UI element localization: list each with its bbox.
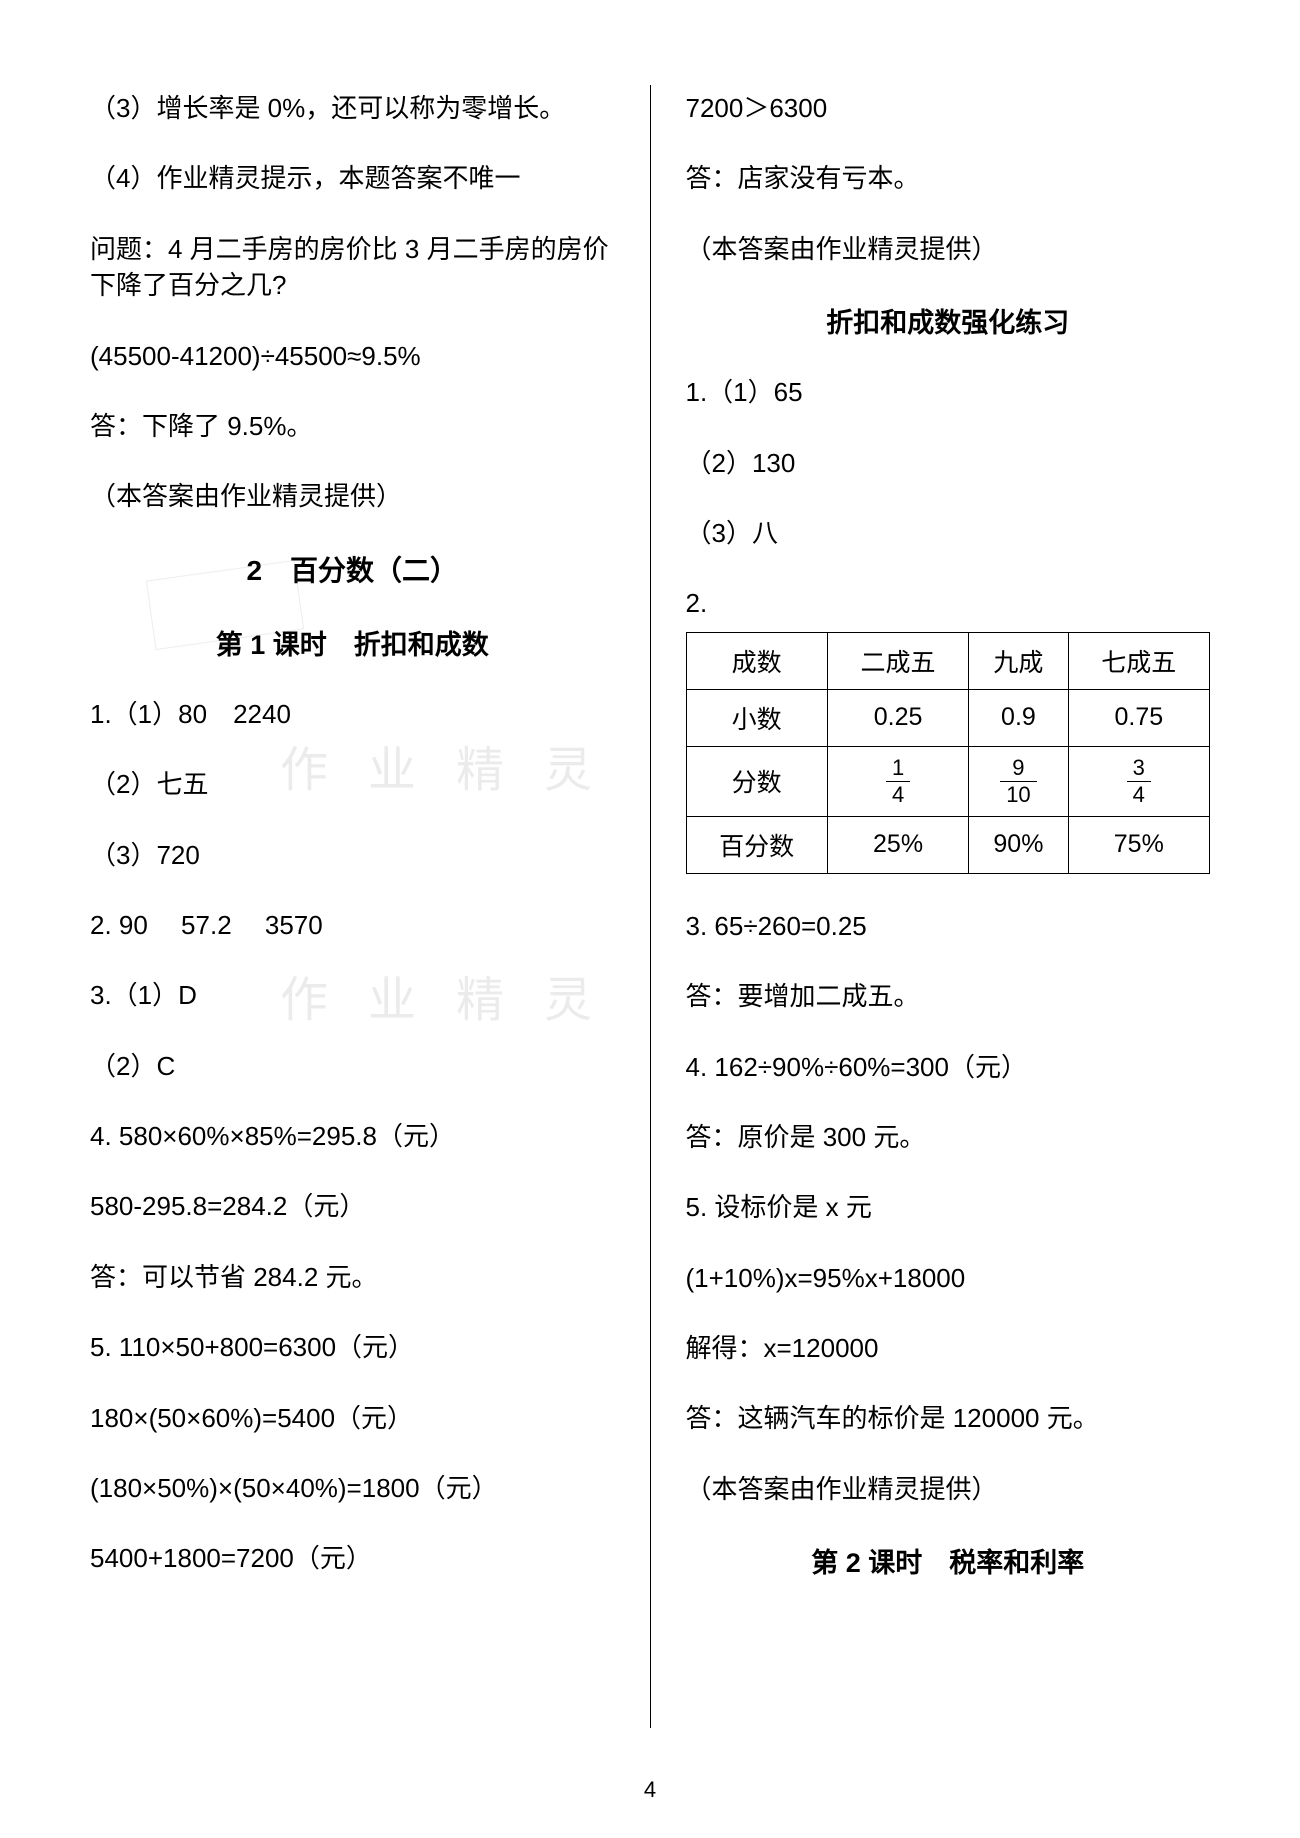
text-line: 7200＞6300 bbox=[686, 90, 1211, 126]
table-cell: 0.9 bbox=[969, 689, 1068, 746]
table-row: 小数 0.25 0.9 0.75 bbox=[686, 689, 1210, 746]
text-line: （2）130 bbox=[686, 445, 1211, 481]
subsection-heading: 第 1 课时 折扣和成数 bbox=[90, 623, 615, 662]
text-line: 答：要增加二成五。 bbox=[686, 978, 1211, 1014]
text-line: 5400+1800=7200（元） bbox=[90, 1540, 615, 1576]
text-line: （2）七五 bbox=[90, 766, 615, 802]
table-cell: 910 bbox=[969, 746, 1068, 816]
text-line: 4. 580×60%×85%=295.8（元） bbox=[90, 1118, 615, 1154]
text-line: (1+10%)x=95%x+18000 bbox=[686, 1260, 1211, 1296]
table-cell: 二成五 bbox=[827, 632, 968, 689]
text-line: 答：可以节省 284.2 元。 bbox=[90, 1259, 615, 1295]
text-line: 580-295.8=284.2（元） bbox=[90, 1188, 615, 1224]
table-cell: 分数 bbox=[686, 746, 827, 816]
subsection-heading: 折扣和成数强化练习 bbox=[686, 301, 1211, 340]
text-line: 解得：x=120000 bbox=[686, 1330, 1211, 1366]
text-line: （3）增长率是 0%，还可以称为零增长。 bbox=[90, 90, 615, 126]
page-number: 4 bbox=[0, 1777, 1300, 1803]
table-cell: 成数 bbox=[686, 632, 827, 689]
text-line: 4. 162÷90%÷60%=300（元） bbox=[686, 1049, 1211, 1085]
table-cell: 25% bbox=[827, 816, 968, 873]
text-line: 问题：4 月二手房的房价比 3 月二手房的房价下降了百分之几? bbox=[90, 231, 615, 304]
conversion-table: 成数 二成五 九成 七成五 小数 0.25 0.9 0.75 分数 14 910… bbox=[686, 632, 1211, 874]
text-line: 1.（1）65 bbox=[686, 374, 1211, 410]
text-line: （本答案由作业精灵提供） bbox=[90, 478, 615, 514]
text-line: 3.（1）D bbox=[90, 977, 615, 1013]
right-column: 7200＞6300 答：店家没有亏本。 （本答案由作业精灵提供） 折扣和成数强化… bbox=[651, 90, 1211, 1728]
text-line: 2. 90 57.2 3570 bbox=[90, 907, 615, 943]
text-line: （3）八 bbox=[686, 515, 1211, 551]
text-line: 1.（1）80 2240 bbox=[90, 696, 615, 732]
text-line: （3）720 bbox=[90, 837, 615, 873]
left-column: （3）增长率是 0%，还可以称为零增长。 （4）作业精灵提示，本题答案不唯一 问… bbox=[90, 90, 650, 1728]
table-cell: 九成 bbox=[969, 632, 1068, 689]
section-heading: 2 百分数（二） bbox=[90, 549, 615, 589]
table-cell: 0.75 bbox=[1068, 689, 1209, 746]
table-cell: 34 bbox=[1068, 746, 1209, 816]
text-line: （本答案由作业精灵提供） bbox=[686, 1471, 1211, 1507]
text-line: (45500-41200)÷45500≈9.5% bbox=[90, 338, 615, 374]
subsection-heading: 第 2 课时 税率和利率 bbox=[686, 1541, 1211, 1580]
table-row: 百分数 25% 90% 75% bbox=[686, 816, 1210, 873]
text-line: 答：这辆汽车的标价是 120000 元。 bbox=[686, 1400, 1211, 1436]
text-line: 180×(50×60%)=5400（元） bbox=[90, 1400, 615, 1436]
table-cell: 14 bbox=[827, 746, 968, 816]
table-cell: 75% bbox=[1068, 816, 1209, 873]
text-line: 答：原价是 300 元。 bbox=[686, 1119, 1211, 1155]
table-cell: 0.25 bbox=[827, 689, 968, 746]
text-line: （2）C bbox=[90, 1048, 615, 1084]
text-line: （本答案由作业精灵提供） bbox=[686, 231, 1211, 267]
table-row: 成数 二成五 九成 七成五 bbox=[686, 632, 1210, 689]
text-line: 答：店家没有亏本。 bbox=[686, 160, 1211, 196]
text-line: 2. bbox=[686, 585, 1211, 621]
text-line: 3. 65÷260=0.25 bbox=[686, 908, 1211, 944]
table-cell: 90% bbox=[969, 816, 1068, 873]
page-container: （3）增长率是 0%，还可以称为零增长。 （4）作业精灵提示，本题答案不唯一 问… bbox=[0, 0, 1300, 1778]
text-line: (180×50%)×(50×40%)=1800（元） bbox=[90, 1470, 615, 1506]
text-line: 5. 110×50+800=6300（元） bbox=[90, 1329, 615, 1365]
table-cell: 七成五 bbox=[1068, 632, 1209, 689]
table-cell: 百分数 bbox=[686, 816, 827, 873]
table-row: 分数 14 910 34 bbox=[686, 746, 1210, 816]
table-cell: 小数 bbox=[686, 689, 827, 746]
text-line: 答：下降了 9.5%。 bbox=[90, 408, 615, 444]
text-line: 5. 设标价是 x 元 bbox=[686, 1189, 1211, 1225]
text-line: （4）作业精灵提示，本题答案不唯一 bbox=[90, 160, 615, 196]
